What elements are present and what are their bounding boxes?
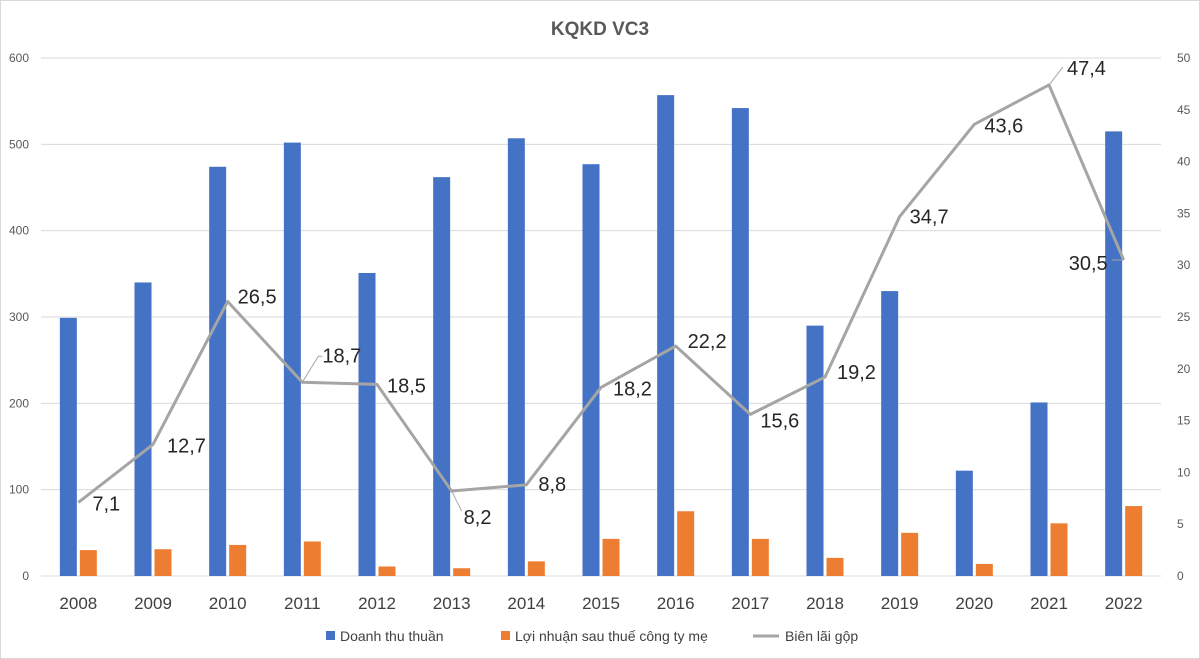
line-data-labels: 7,1 12,7 26,5 18,7 18,5 8,2 8,8 18,2 22,2 15,6 19,… xyxy=(92,58,1124,529)
margin-data-label: 8,8 xyxy=(538,474,566,496)
right-tick-label: 10 xyxy=(1177,465,1191,479)
line-series xyxy=(77,83,1126,504)
right-tick-label: 45 xyxy=(1177,103,1191,117)
profit-bar xyxy=(901,532,919,576)
profit-bar xyxy=(378,566,396,576)
left-tick-label: 200 xyxy=(9,396,29,410)
x-tick-label: 2021 xyxy=(1030,594,1068,613)
margin-data-label: 12,7 xyxy=(167,435,206,457)
left-axis-ticks: 0 100 200 300 400 500 600 xyxy=(9,51,29,583)
profit-bar xyxy=(602,538,620,576)
margin-data-label: 7,1 xyxy=(92,493,120,515)
profit-bar xyxy=(677,511,695,576)
revenue-bar xyxy=(1030,402,1048,576)
right-tick-label: 40 xyxy=(1177,155,1191,169)
left-tick-label: 400 xyxy=(9,224,29,238)
legend-swatch xyxy=(326,631,335,640)
revenue-bar xyxy=(657,95,675,576)
x-tick-label: 2014 xyxy=(507,594,545,613)
margin-data-label: 18,7 xyxy=(322,345,361,367)
x-tick-label: 2016 xyxy=(657,594,695,613)
x-tick-label: 2018 xyxy=(806,594,844,613)
x-tick-label: 2022 xyxy=(1105,594,1143,613)
bars xyxy=(59,95,1143,577)
revenue-bar xyxy=(582,164,600,576)
profit-bar xyxy=(154,549,172,576)
profit-bar xyxy=(527,561,545,576)
right-axis-ticks: 0 5 10 15 20 25 30 35 40 45 50 xyxy=(1177,51,1191,583)
revenue-bar xyxy=(507,138,525,577)
x-tick-label: 2013 xyxy=(433,594,471,613)
x-tick-label: 2010 xyxy=(209,594,247,613)
margin-data-label: 47,4 xyxy=(1067,58,1106,80)
left-tick-label: 0 xyxy=(22,569,29,583)
x-axis-labels: 2008 2009 2010 2011 2012 2013 2014 2015 2016 2017… xyxy=(59,594,1142,613)
margin-data-label: 18,5 xyxy=(387,375,426,397)
revenue-bar xyxy=(955,470,973,576)
margin-data-label: 30,5 xyxy=(1069,253,1108,275)
right-tick-label: 30 xyxy=(1177,258,1191,272)
profit-bar xyxy=(229,544,247,576)
margin-data-label: 15,6 xyxy=(760,410,799,432)
revenue-bar xyxy=(283,142,301,576)
margin-data-label: 22,2 xyxy=(688,331,727,353)
profit-bar xyxy=(79,550,97,576)
revenue-bar xyxy=(731,108,749,576)
legend-label: Doanh thu thuần xyxy=(340,628,444,644)
profit-bar xyxy=(751,538,769,576)
revenue-bar xyxy=(881,291,899,576)
label-leader-line xyxy=(1048,66,1064,86)
right-tick-label: 0 xyxy=(1177,569,1184,583)
left-tick-label: 500 xyxy=(9,137,29,151)
right-tick-label: 35 xyxy=(1177,206,1191,220)
revenue-bar xyxy=(806,325,824,576)
chart-title: KQKD VC3 xyxy=(551,19,649,40)
right-tick-label: 50 xyxy=(1177,51,1191,65)
profit-bar xyxy=(1125,506,1143,576)
right-tick-label: 15 xyxy=(1177,414,1191,428)
legend-label: Biên lãi gộp xyxy=(785,628,858,644)
x-tick-label: 2019 xyxy=(881,594,919,613)
x-tick-label: 2009 xyxy=(134,594,172,613)
gridlines xyxy=(41,57,1161,577)
left-tick-label: 300 xyxy=(9,310,29,324)
margin-data-label: 18,2 xyxy=(613,378,652,400)
margin-data-label: 19,2 xyxy=(837,362,876,384)
right-tick-label: 25 xyxy=(1177,310,1191,324)
left-tick-label: 100 xyxy=(9,483,29,497)
revenue-bar xyxy=(59,317,77,576)
legend-swatch xyxy=(501,631,510,640)
profit-bar xyxy=(453,568,471,576)
left-tick-label: 600 xyxy=(9,51,29,65)
revenue-bar xyxy=(134,282,152,576)
profit-bar xyxy=(303,541,321,576)
revenue-bar xyxy=(209,166,227,576)
legend-label: Lợi nhuận sau thuế công ty mẹ xyxy=(515,628,708,644)
margin-data-label: 8,2 xyxy=(464,507,492,529)
x-tick-label: 2020 xyxy=(955,594,993,613)
right-tick-label: 5 xyxy=(1177,517,1184,531)
revenue-bar xyxy=(358,272,376,576)
x-tick-label: 2008 xyxy=(59,594,97,613)
legend: Doanh thu thuần Lợi nhuận sau thuế công t… xyxy=(326,628,858,644)
margin-data-label: 34,7 xyxy=(910,207,949,229)
x-tick-label: 2012 xyxy=(358,594,396,613)
x-tick-label: 2017 xyxy=(731,594,769,613)
right-tick-label: 20 xyxy=(1177,362,1191,376)
revenue-bar xyxy=(1105,131,1123,576)
margin-data-label: 43,6 xyxy=(984,115,1023,137)
margin-data-label: 26,5 xyxy=(238,286,277,308)
profit-bar xyxy=(826,557,844,576)
margin-line xyxy=(77,83,1126,504)
label-leader-line xyxy=(301,355,323,383)
label-leader-line xyxy=(451,490,463,512)
revenue-bar xyxy=(433,177,451,576)
x-tick-label: 2015 xyxy=(582,594,620,613)
profit-bar xyxy=(975,563,993,576)
x-tick-label: 2011 xyxy=(284,594,321,613)
profit-bar xyxy=(1050,523,1068,576)
